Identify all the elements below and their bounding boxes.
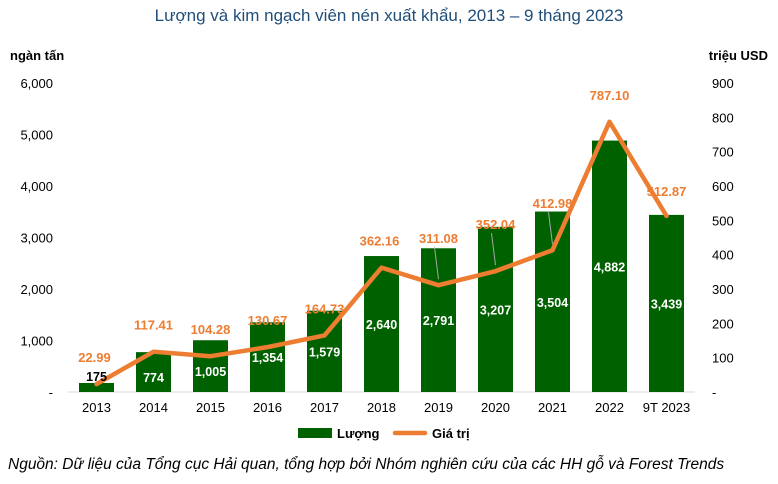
legend-bar-label: Lượng	[337, 426, 380, 441]
axes-layer: ngàn tấn triệu USD - 1,000 2,000 3,000 4,000 5,…	[10, 48, 768, 415]
left-tick-label: 2,000	[20, 282, 53, 297]
right-tick-label: 400	[712, 248, 734, 263]
line-data-label: 104.28	[191, 322, 231, 337]
labels-layer: 175 774 1,005 1,354 1,579 2,640 2,791 3,207 3,50…	[78, 88, 686, 385]
bar	[193, 340, 228, 392]
line-data-label: 164.73	[305, 301, 345, 316]
x-tick-label: 2014	[139, 400, 168, 415]
right-tick-label: 600	[712, 179, 734, 194]
x-tick-label: 2020	[481, 400, 510, 415]
bar	[649, 214, 684, 392]
line-data-label: 130.67	[248, 313, 288, 328]
x-tick-label: 2022	[595, 400, 624, 415]
bar-data-label: 4,882	[594, 260, 625, 274]
bar-data-label: 175	[86, 370, 107, 384]
right-tick-label: 100	[712, 351, 734, 366]
x-tick-label: 2019	[424, 400, 453, 415]
left-tick-label: 1,000	[20, 334, 53, 349]
x-tick-label: 2018	[367, 400, 396, 415]
bar-data-label: 3,207	[480, 303, 511, 317]
line-data-label: 412.98	[533, 196, 573, 211]
left-tick-label: 5,000	[20, 128, 53, 143]
bar-data-label: 3,504	[537, 296, 568, 310]
legend-bar-swatch	[298, 428, 332, 438]
bar-data-label: 2,640	[366, 318, 397, 332]
x-tick-label: 2017	[310, 400, 339, 415]
right-tick-label: 500	[712, 213, 734, 228]
line-data-label: 311.08	[419, 231, 458, 246]
chart-title: Lượng và kim ngạch viên nén xuất khẩu, 2…	[154, 6, 624, 25]
line-data-label: 787.10	[590, 88, 630, 103]
right-tick-label: 700	[712, 145, 734, 160]
bar	[421, 248, 456, 392]
right-tick-label: 200	[712, 316, 734, 331]
bar-data-label: 3,439	[651, 297, 682, 311]
bar-data-label: 1,005	[195, 365, 226, 379]
right-tick-label: 800	[712, 110, 734, 125]
line-data-label: 117.41	[134, 318, 173, 333]
line-data-label: 362.16	[360, 234, 400, 249]
source-note: Nguồn: Dữ liệu của Tổng cục Hải quan, tổ…	[8, 456, 725, 473]
bar-data-label: 774	[143, 371, 164, 385]
bar-data-label: 1,579	[309, 345, 340, 359]
right-axis-title: triệu USD	[709, 48, 768, 63]
label-leader-line	[548, 212, 553, 245]
line-layer	[94, 119, 669, 387]
x-tick-label: 9T 2023	[643, 400, 690, 415]
bar-data-label: 1,354	[252, 351, 283, 365]
left-tick-label: 4,000	[20, 179, 53, 194]
value-line	[94, 119, 669, 387]
left-axis-title: ngàn tấn	[10, 48, 64, 63]
x-tick-label: 2021	[538, 400, 567, 415]
x-tick-label: 2016	[253, 400, 282, 415]
x-tick-label: 2013	[82, 400, 111, 415]
bar	[478, 226, 513, 392]
legend: Lượng Giá trị	[298, 426, 470, 441]
bar	[592, 140, 627, 392]
left-tick-label: 3,000	[20, 231, 53, 246]
bar	[79, 382, 114, 392]
left-tick-label: -	[49, 385, 53, 400]
label-leader-line	[434, 247, 439, 280]
legend-line-label: Giá trị	[432, 426, 470, 441]
x-tick-label: 2015	[196, 400, 225, 415]
bar-data-label: 2,791	[423, 314, 454, 328]
bar	[250, 322, 285, 392]
label-leader-line	[491, 233, 496, 266]
left-tick-label: 6,000	[20, 76, 53, 91]
line-data-label: 22.99	[78, 350, 111, 365]
line-data-label: 512.87	[647, 184, 687, 199]
right-tick-label: 900	[712, 76, 734, 91]
right-tick-label: 300	[712, 282, 734, 297]
line-data-label: 352.04	[476, 217, 517, 232]
right-tick-label: -	[712, 385, 716, 400]
